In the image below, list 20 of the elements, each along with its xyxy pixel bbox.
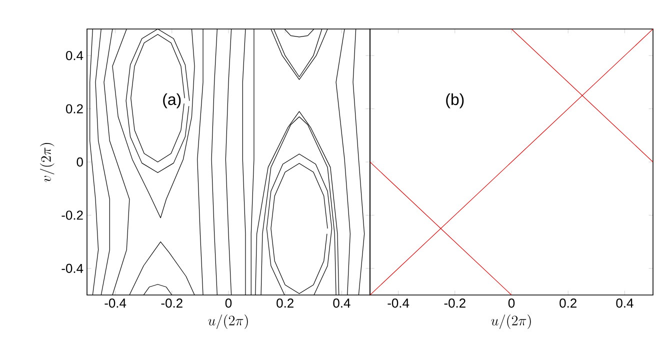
x-tick-label: -0.4 (388, 298, 410, 308)
x-tick-label: 0.4 (616, 298, 634, 308)
annotation: (a) (163, 93, 181, 108)
y-tick-label: 0 (76, 157, 83, 167)
x-tick-label: 0 (225, 298, 232, 308)
y-axis-title: $v/(2\pi)$ (40, 143, 54, 182)
x-tick-label: 0.2 (276, 298, 294, 308)
x-tick-label: -0.2 (444, 298, 466, 308)
y-tick-label: 0.4 (66, 51, 84, 60)
y-tick-label: -0.2 (62, 210, 83, 220)
y-tick-label: 0.2 (66, 104, 83, 114)
annotation: (b) (446, 93, 464, 108)
x-tick-label: 0.2 (560, 298, 576, 308)
x-axis-title: $u/(2\pi)$ (491, 314, 531, 329)
x-tick-label: -0.4 (104, 298, 126, 308)
x-tick-label: 0.4 (333, 298, 350, 308)
x-tick-label: 0 (508, 298, 515, 308)
x-tick-label: -0.2 (161, 298, 182, 308)
x-axis-title: $u/(2\pi)$ (208, 314, 248, 329)
y-tick-label: -0.4 (62, 264, 84, 273)
